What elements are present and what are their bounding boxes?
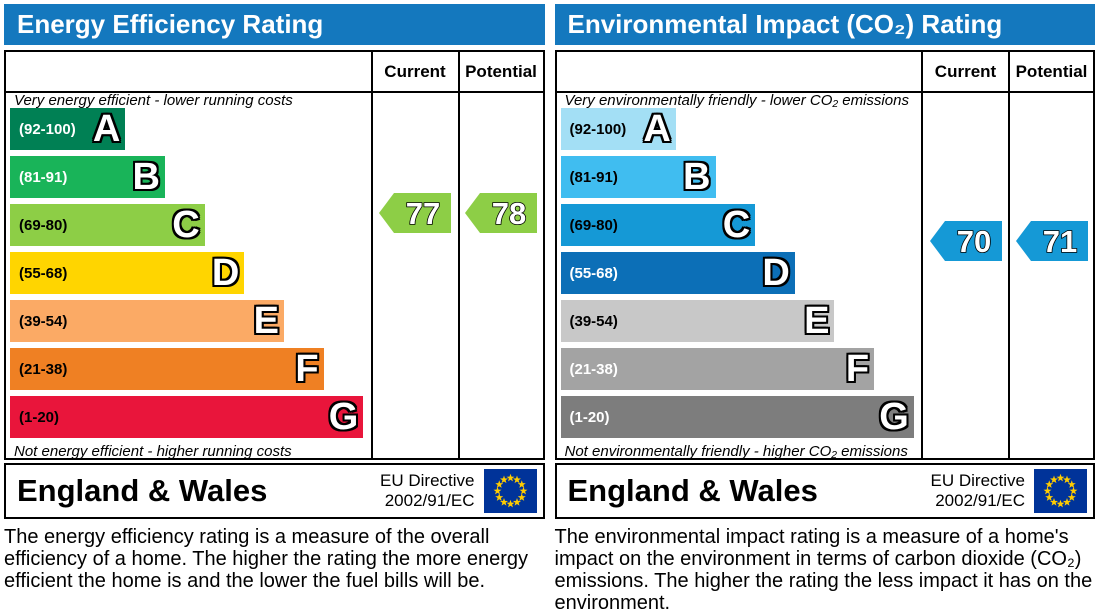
band-e: (39-54) E <box>560 300 835 342</box>
region-label: England & Wales <box>17 473 268 508</box>
co2-rating-chart: Current Potential Very environmentally f… <box>554 50 1095 460</box>
eu-flag-icon <box>1034 469 1087 513</box>
column-head-current: Current <box>921 52 1008 93</box>
band-range-label: (69-80) <box>19 216 68 234</box>
rating-bands-area: Very environmentally friendly - lower CO… <box>557 93 922 458</box>
rating-bands-area: Very energy efficient - lower running co… <box>6 93 371 458</box>
column-head-bands <box>6 52 371 93</box>
band-range-label: (39-54) <box>569 312 618 330</box>
panel-energy-efficiency: Energy Efficiency Rating Current Potenti… <box>4 4 545 613</box>
jurisdiction-footer: England & Wales EU Directive 2002/91/EC <box>554 463 1095 519</box>
current-rating-arrow: 77 <box>379 193 451 233</box>
potential-value-column: 71 <box>1008 93 1093 458</box>
column-head-potential: Potential <box>1008 52 1093 93</box>
band-d: (55-68) D <box>10 252 245 294</box>
potential-rating-arrow: 78 <box>465 193 537 233</box>
current-value-column: 77 <box>370 93 458 458</box>
band-b: (81-91) B <box>560 156 716 198</box>
panel-title-energy: Energy Efficiency Rating <box>4 4 545 45</box>
energy-rating-chart: Current Potential Very energy efficient … <box>4 50 545 460</box>
band-range-label: (39-54) <box>19 312 68 330</box>
jurisdiction-footer: England & Wales EU Directive 2002/91/EC <box>4 463 545 519</box>
rating-description: The environmental impact rating is a mea… <box>554 526 1093 613</box>
current-rating-arrow: 70 <box>929 221 1002 261</box>
panel-title-co2: Environmental Impact (CO₂) Rating <box>554 4 1095 45</box>
band-letter: D <box>762 252 790 294</box>
band-range-label: (92-100) <box>19 120 76 138</box>
bands-list: (92-100) A (81-91) B (69-80) C (55-68) D (39-54)… <box>10 108 371 438</box>
top-note: Very energy efficient - lower running co… <box>14 93 293 109</box>
band-range-label: (1-20) <box>569 408 610 426</box>
band-c: (69-80) C <box>10 204 205 246</box>
svg-text:78: 78 <box>492 196 526 231</box>
bottom-note: Not energy efficient - higher running co… <box>14 443 292 458</box>
band-letter: A <box>643 108 671 150</box>
band-letter: C <box>722 204 751 246</box>
band-a: (92-100) A <box>560 108 676 150</box>
band-range-label: (81-91) <box>19 168 68 186</box>
column-head-bands <box>556 52 921 93</box>
svg-text:77: 77 <box>406 196 440 231</box>
band-range-label: (92-100) <box>569 120 627 138</box>
band-g: (1-20) G <box>560 396 914 438</box>
band-letter: D <box>211 252 240 294</box>
potential-value-column: 78 <box>457 93 543 458</box>
column-head-current: Current <box>370 52 458 93</box>
band-letter: E <box>253 300 279 342</box>
band-f: (21-38) F <box>560 348 875 390</box>
top-note: Very environmentally friendly - lower CO… <box>564 93 909 109</box>
region-label: England & Wales <box>567 473 818 508</box>
band-letter: B <box>132 156 160 198</box>
band-e: (39-54) E <box>10 300 284 342</box>
band-letter: E <box>804 300 830 342</box>
potential-rating-arrow: 71 <box>1015 221 1088 261</box>
band-range-label: (21-38) <box>19 360 68 378</box>
band-letter: A <box>92 108 121 150</box>
band-range-label: (21-38) <box>569 360 618 378</box>
svg-text:71: 71 <box>1042 224 1076 259</box>
band-range-label: (69-80) <box>569 216 618 234</box>
current-value-column: 70 <box>921 93 1008 458</box>
column-head-potential: Potential <box>457 52 543 93</box>
band-letter: F <box>845 348 870 390</box>
panel-environmental-impact: Environmental Impact (CO₂) Rating Curren… <box>554 4 1095 613</box>
bottom-note: Not environmentally friendly - higher CO… <box>564 443 908 458</box>
band-b: (81-91) B <box>10 156 165 198</box>
band-range-label: (1-20) <box>19 408 60 426</box>
band-d: (55-68) D <box>560 252 795 294</box>
band-letter: G <box>879 396 909 438</box>
band-a: (92-100) A <box>10 108 126 150</box>
bands-list: (92-100) A (81-91) B (69-80) C (55-68) D (39-54)… <box>560 108 922 438</box>
eu-directive-label: EU Directive 2002/91/EC <box>930 471 1025 510</box>
band-letter: G <box>328 396 359 438</box>
band-letter: F <box>295 348 319 390</box>
band-c: (69-80) C <box>560 204 756 246</box>
band-g: (1-20) G <box>10 396 364 438</box>
eu-directive-label: EU Directive 2002/91/EC <box>380 471 475 510</box>
band-range-label: (55-68) <box>569 264 618 282</box>
band-letter: C <box>172 204 200 246</box>
band-f: (21-38) F <box>10 348 324 390</box>
eu-flag-icon <box>483 469 537 513</box>
rating-description: The energy efficiency rating is a measur… <box>4 526 529 592</box>
band-range-label: (81-91) <box>569 168 618 186</box>
band-range-label: (55-68) <box>19 264 68 282</box>
band-letter: B <box>683 156 711 198</box>
svg-text:70: 70 <box>956 224 990 259</box>
